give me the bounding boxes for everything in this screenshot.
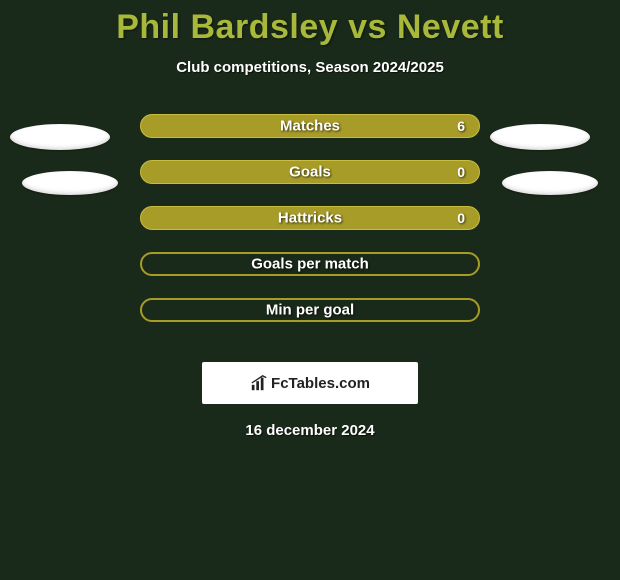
stat-bar: Matches 6 [140, 114, 480, 138]
stat-value: 0 [457, 164, 465, 180]
stat-row: Min per goal [0, 298, 620, 344]
stat-label: Min per goal [266, 302, 354, 319]
right-player-marker [490, 124, 590, 150]
stat-label: Goals per match [251, 256, 369, 273]
stat-label: Matches [280, 118, 340, 135]
stat-row: Goals 0 [0, 160, 620, 206]
stat-bar: Goals per match [140, 252, 480, 276]
stat-bar: Min per goal [140, 298, 480, 322]
footer-date: 16 december 2024 [0, 422, 620, 439]
stat-bar: Hattricks 0 [140, 206, 480, 230]
stat-value: 0 [457, 210, 465, 226]
stat-row: Matches 6 [0, 114, 620, 160]
stat-rows: Matches 6 Goals 0 Hattricks 0 Goals per match M… [0, 114, 620, 344]
page-title: Phil Bardsley vs Nevett [0, 0, 620, 47]
stat-bar: Goals 0 [140, 160, 480, 184]
stat-label: Goals [289, 164, 331, 181]
stat-value: 6 [457, 118, 465, 134]
stat-label: Hattricks [278, 210, 342, 227]
footer-logo: FcTables.com [250, 374, 370, 392]
left-player-marker [22, 171, 118, 195]
stat-row: Hattricks 0 [0, 206, 620, 252]
left-player-marker [10, 124, 110, 150]
footer-brand-text: FcTables.com [271, 375, 370, 392]
stat-row: Goals per match [0, 252, 620, 298]
chart-icon [250, 374, 268, 392]
footer-brand-box: FcTables.com [202, 362, 418, 404]
subtitle: Club competitions, Season 2024/2025 [0, 59, 620, 76]
right-player-marker [502, 171, 598, 195]
